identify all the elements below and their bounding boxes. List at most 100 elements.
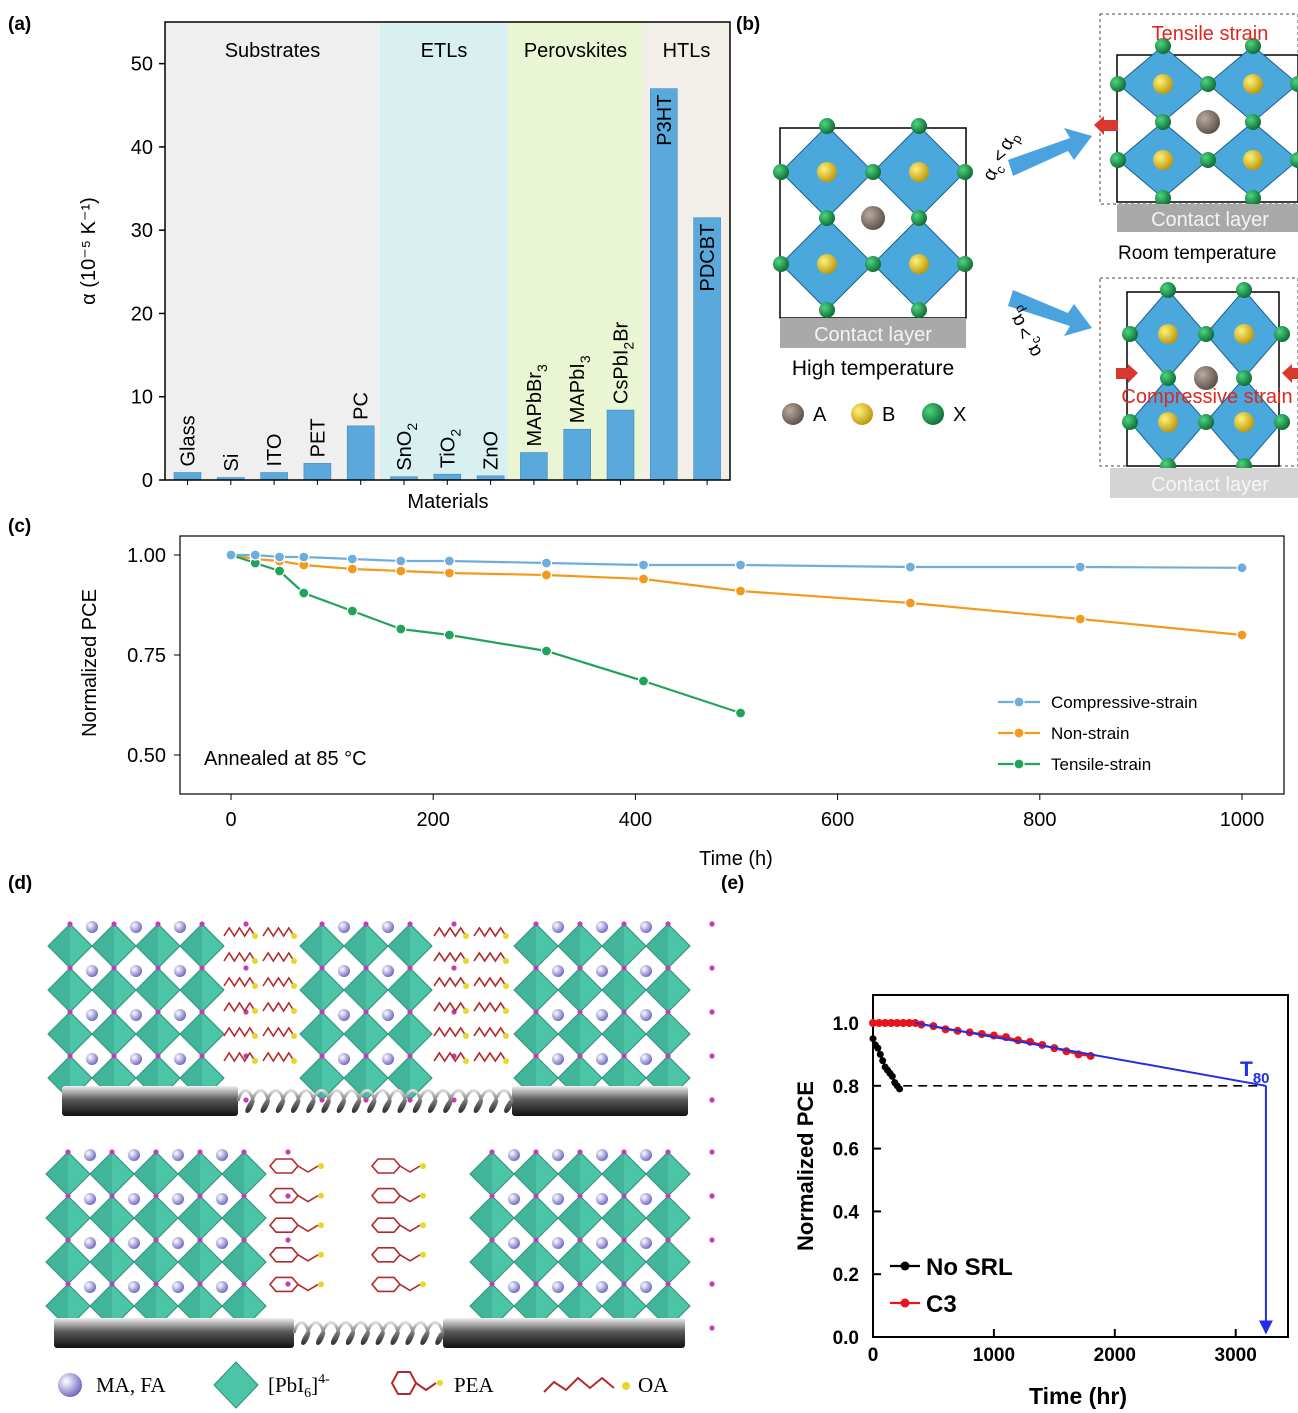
MA-FA-cation	[172, 1149, 184, 1161]
bar-label: SnO2	[394, 423, 420, 471]
data-point-Compressive-strain	[298, 551, 310, 563]
A-site-atom	[1196, 110, 1220, 134]
spring-top-icon	[236, 1089, 514, 1113]
data-point-Tensile-strain	[346, 605, 358, 617]
data-point-C3	[875, 1019, 884, 1027]
octahedron-icon	[213, 1361, 259, 1409]
high-temperature-label: High temperature	[792, 357, 954, 380]
X-site-atom	[1274, 326, 1290, 342]
x-tick-label: 200	[417, 809, 450, 831]
contact-layer-label: Contact layer	[1151, 209, 1269, 231]
MA-FA-cation	[508, 1281, 520, 1293]
data-point-Non-strain	[395, 565, 407, 577]
MA-FA-cation	[338, 1009, 350, 1021]
OA-chain	[433, 1051, 467, 1063]
legend-marker	[1013, 727, 1025, 739]
MA-FA-cation	[596, 1053, 608, 1065]
A-site-atom	[861, 206, 885, 230]
X-site-atom	[911, 210, 927, 226]
data-point-Compressive-strain	[1074, 561, 1086, 573]
MA-FA-cation	[338, 921, 350, 933]
y-tick-label: 50	[131, 54, 153, 76]
panel-b-strain-diagram: Contact layer High temperature A B X αc<…	[773, 13, 1298, 498]
x-tick-label: 800	[1023, 809, 1056, 831]
A-site-cation-icon	[782, 403, 804, 425]
group-band-substrates	[165, 22, 380, 480]
y-tick-label: 10	[131, 387, 153, 409]
data-point-Non-strain	[443, 567, 455, 579]
MA-FA-cation	[130, 1009, 142, 1021]
data-point-C3	[869, 1019, 877, 1027]
group-label: Perovskites	[524, 40, 627, 62]
X-site-atom	[773, 256, 789, 272]
MA-FA-cation	[552, 1193, 564, 1205]
MA-FA-cation	[508, 1149, 520, 1161]
X-site-atom	[1245, 114, 1261, 130]
compressive-arrow-left-icon	[1116, 364, 1138, 383]
y-tick-label: 20	[131, 303, 153, 325]
data-point-C3	[887, 1019, 896, 1027]
B-site-atom	[909, 254, 929, 274]
bar-label: P3HT	[654, 95, 676, 146]
MA-FA-cation	[128, 1193, 140, 1205]
OA-chain	[262, 1001, 295, 1013]
MA-FA-cation	[640, 1149, 652, 1161]
OA-chain	[433, 1001, 467, 1013]
MA-FA-cation	[174, 1009, 186, 1021]
MA-FA-cation	[382, 965, 394, 977]
data-point-Compressive-strain	[249, 549, 261, 561]
rod-right-top	[512, 1086, 688, 1116]
OA-chain	[473, 1026, 507, 1038]
legend-label: Tensile-strain	[1051, 755, 1151, 774]
OA-chain	[473, 951, 507, 963]
OA-chain	[262, 1051, 295, 1063]
panel-label-c: (c)	[8, 516, 31, 537]
B-site-atom	[817, 254, 837, 274]
y-tick-label: 30	[131, 220, 153, 242]
OA-chain	[262, 926, 295, 938]
MA-FA-cation	[86, 965, 98, 977]
MA-FA-cation	[382, 1009, 394, 1021]
x-tick-label: 0	[868, 1345, 879, 1366]
OA-chain	[223, 976, 256, 988]
contact-layer-block	[780, 318, 966, 348]
y-tick-label: 0.2	[833, 1265, 859, 1286]
OA-chain	[473, 926, 507, 938]
X-site-atom	[1155, 190, 1171, 206]
X-site-atom	[1160, 370, 1176, 386]
MA-FA-cation	[552, 1149, 564, 1161]
MA-FA-cation	[130, 965, 142, 977]
x-tick-label: 400	[619, 809, 652, 831]
tensile-strain-label: Tensile strain	[1152, 23, 1269, 45]
MA-FA-cation	[174, 965, 186, 977]
data-point-No SRL	[876, 1050, 884, 1058]
MA-FA-cation	[552, 1237, 564, 1249]
MA-FA-cation	[84, 1237, 96, 1249]
MA-FA-cation	[596, 1237, 608, 1249]
data-point-Compressive-strain	[346, 553, 358, 565]
PEA-molecule	[268, 1276, 300, 1293]
MA-FA-cation	[172, 1237, 184, 1249]
spring-bottom-icon	[292, 1321, 445, 1345]
bar-CsPbI2Br	[606, 409, 635, 481]
panel-label-e: (e)	[721, 873, 744, 894]
MA-FA-cation	[596, 1193, 608, 1205]
bar-MAPbBr3	[520, 452, 548, 481]
panel-e-line-chart: 0 1000 2000 3000 0.0 0.2 0.4 0.6 0.8 1.0 Normaliz…	[793, 994, 1289, 1409]
compressive-arrow-right-icon	[1282, 364, 1298, 383]
B-site-atom	[1158, 324, 1178, 344]
legend-marker	[900, 1261, 910, 1271]
OA-chain	[262, 976, 295, 988]
bar-Glass	[173, 472, 202, 481]
B-site-atom	[1243, 150, 1263, 170]
MA-FA-cation	[84, 1149, 96, 1161]
MA-FA-cation	[172, 1193, 184, 1205]
room-temperature-label: Room temperature	[1118, 243, 1276, 264]
data-point-C3	[881, 1019, 890, 1027]
data-point-C3	[893, 1019, 902, 1027]
data-point-Non-strain	[346, 563, 358, 575]
fit-line	[915, 1022, 1267, 1087]
bar-PC	[346, 425, 375, 481]
MA-FA-cation	[86, 921, 98, 933]
